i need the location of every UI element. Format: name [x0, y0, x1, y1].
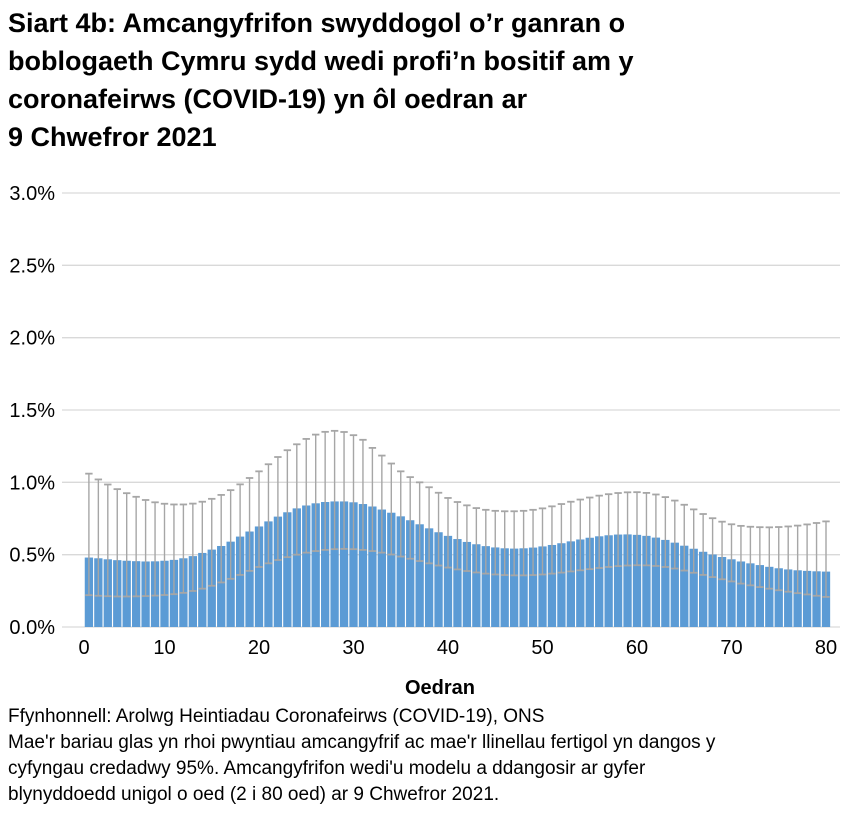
bar — [585, 537, 594, 627]
bar — [793, 570, 802, 627]
bar — [273, 516, 283, 627]
bar — [198, 552, 207, 627]
bar — [519, 548, 528, 627]
bar — [339, 501, 349, 627]
bar — [254, 526, 264, 627]
bar — [623, 534, 632, 627]
bar — [245, 531, 254, 627]
bar — [661, 539, 670, 627]
bar — [302, 505, 311, 627]
bar — [774, 568, 783, 627]
bar — [736, 561, 746, 627]
bar — [812, 571, 821, 627]
chart-canvas: 0.0% 0.5% 1.0% 1.5% 2.0% 2.5% 3.0% 0 10 20 30 40 50 6… — [9, 183, 840, 699]
bar — [387, 512, 396, 627]
x-tick-label: 70 — [720, 637, 742, 659]
bar — [207, 549, 216, 627]
x-tick-label: 0 — [78, 637, 89, 659]
bar — [680, 545, 689, 627]
y-tick-label: 0.5% — [9, 545, 55, 567]
bar — [651, 537, 661, 627]
y-tick-label: 1.0% — [9, 472, 55, 494]
footnote-block: Ffynhonnell: Arolwg Heintiadau Coronafei… — [8, 704, 842, 808]
bar — [368, 506, 377, 627]
x-tick-label: 50 — [531, 637, 553, 659]
bar — [500, 548, 509, 627]
bar — [443, 535, 453, 627]
bar — [453, 539, 462, 627]
bar — [415, 524, 424, 627]
bar — [472, 544, 481, 627]
bar — [613, 534, 623, 627]
bar — [642, 535, 651, 627]
bar — [358, 504, 368, 627]
x-tick-label: 20 — [248, 637, 270, 659]
chart-area: 0.0% 0.5% 1.0% 1.5% 2.0% 2.5% 3.0% 0 10 20 30 40 50 6… — [0, 170, 850, 718]
bar — [217, 545, 226, 627]
x-tick-label: 60 — [626, 637, 648, 659]
bar — [727, 559, 736, 627]
note-text: Mae'r bariau glas yn rhoi pwyntiau amcan… — [8, 732, 716, 805]
bar — [708, 554, 717, 627]
bar — [235, 536, 245, 627]
bar — [424, 528, 434, 627]
bar — [491, 547, 500, 627]
bar — [377, 509, 386, 627]
bar — [566, 541, 575, 627]
bar — [264, 521, 273, 627]
x-tick-label: 40 — [437, 637, 459, 659]
bar — [557, 543, 566, 627]
bar — [226, 541, 235, 627]
bar — [396, 516, 405, 627]
bar — [321, 502, 330, 627]
bar — [349, 502, 358, 627]
bar — [765, 566, 774, 627]
bar — [632, 534, 642, 627]
bar — [283, 512, 292, 627]
x-axis-title: Oedran — [405, 677, 475, 699]
bar — [510, 548, 519, 627]
bar — [292, 508, 301, 627]
bar — [821, 571, 831, 627]
bar — [462, 541, 472, 627]
bar — [784, 569, 793, 627]
y-tick-label: 3.0% — [9, 183, 55, 205]
bar — [717, 556, 727, 627]
bar — [576, 539, 585, 627]
y-tick-label: 2.5% — [9, 255, 55, 277]
bar — [528, 547, 538, 627]
y-tick-label: 1.5% — [9, 400, 55, 422]
bar — [802, 570, 812, 627]
bar — [670, 542, 679, 627]
bar — [538, 546, 547, 627]
y-tick-label: 2.0% — [9, 328, 55, 350]
chart-title: Siart 4b: Amcangyfrifon swyddogol o’r ga… — [8, 8, 634, 152]
bar — [406, 520, 415, 627]
bar — [547, 544, 557, 627]
bar — [311, 503, 320, 627]
bar — [604, 535, 613, 627]
bar — [481, 546, 490, 627]
bar — [746, 563, 755, 627]
y-tick-label: 0.0% — [9, 617, 55, 639]
bar — [699, 551, 708, 627]
bar — [755, 565, 764, 627]
bar — [595, 536, 604, 627]
x-tick-label: 30 — [342, 637, 364, 659]
x-tick-label: 10 — [153, 637, 175, 659]
source-line: Ffynhonnell: Arolwg Heintiadau Coronafei… — [8, 706, 545, 727]
x-tick-label: 80 — [815, 637, 837, 659]
bar — [330, 501, 339, 627]
bar — [434, 532, 443, 627]
bar — [689, 548, 698, 627]
